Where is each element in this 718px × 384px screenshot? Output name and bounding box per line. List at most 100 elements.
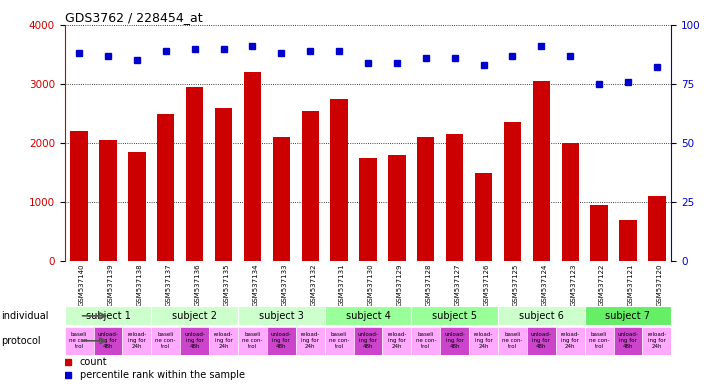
Text: baseli
ne con-
trol: baseli ne con- trol bbox=[416, 333, 436, 349]
Text: GSM537133: GSM537133 bbox=[281, 263, 287, 306]
Text: baseli
ne con-
trol: baseli ne con- trol bbox=[329, 333, 350, 349]
Bar bbox=[498, 327, 527, 355]
Bar bbox=[620, 220, 637, 261]
Bar bbox=[122, 327, 151, 355]
Text: reload-
ing for
24h: reload- ing for 24h bbox=[474, 333, 493, 349]
Text: reload-
ing for
24h: reload- ing for 24h bbox=[214, 333, 233, 349]
Bar bbox=[527, 327, 556, 355]
Text: GSM537127: GSM537127 bbox=[454, 263, 461, 306]
Text: GSM537136: GSM537136 bbox=[195, 263, 200, 306]
Bar bbox=[273, 137, 290, 261]
Text: GSM537124: GSM537124 bbox=[541, 263, 547, 306]
Text: GSM537122: GSM537122 bbox=[599, 263, 605, 306]
Text: unload-
ing for
48h: unload- ing for 48h bbox=[98, 333, 118, 349]
Bar bbox=[643, 327, 671, 355]
Text: GSM537132: GSM537132 bbox=[310, 263, 316, 306]
Text: subject 1: subject 1 bbox=[85, 311, 131, 321]
Text: GSM537125: GSM537125 bbox=[513, 263, 518, 306]
Bar bbox=[267, 327, 296, 355]
Bar bbox=[648, 196, 666, 261]
Bar bbox=[151, 306, 238, 325]
Bar bbox=[417, 137, 434, 261]
Text: subject 4: subject 4 bbox=[345, 311, 391, 321]
Bar bbox=[411, 306, 498, 325]
Text: unload-
ing for
48h: unload- ing for 48h bbox=[271, 333, 292, 349]
Bar bbox=[388, 155, 406, 261]
Text: count: count bbox=[80, 357, 108, 367]
Text: GSM537126: GSM537126 bbox=[483, 263, 490, 306]
Text: reload-
ing for
24h: reload- ing for 24h bbox=[387, 333, 406, 349]
Text: GSM537120: GSM537120 bbox=[657, 263, 663, 306]
Text: subject 6: subject 6 bbox=[519, 311, 564, 321]
Text: GSM537130: GSM537130 bbox=[368, 263, 374, 306]
Text: unload-
ing for
48h: unload- ing for 48h bbox=[531, 333, 551, 349]
Bar bbox=[325, 306, 411, 325]
Bar bbox=[215, 108, 232, 261]
Bar bbox=[590, 205, 607, 261]
Text: reload-
ing for
24h: reload- ing for 24h bbox=[647, 333, 666, 349]
Bar bbox=[440, 327, 469, 355]
Text: subject 7: subject 7 bbox=[605, 311, 651, 321]
Text: GSM537139: GSM537139 bbox=[108, 263, 114, 306]
Bar bbox=[157, 114, 174, 261]
Text: GDS3762 / 228454_at: GDS3762 / 228454_at bbox=[65, 11, 202, 24]
Text: baseli
ne con-
trol: baseli ne con- trol bbox=[156, 333, 176, 349]
Bar bbox=[330, 99, 348, 261]
Text: reload-
ing for
24h: reload- ing for 24h bbox=[301, 333, 320, 349]
Bar bbox=[186, 87, 203, 261]
Text: GSM537135: GSM537135 bbox=[223, 263, 230, 306]
Bar bbox=[296, 327, 325, 355]
Bar bbox=[498, 306, 584, 325]
Bar bbox=[614, 327, 643, 355]
Text: baseli
ne con-
trol: baseli ne con- trol bbox=[69, 333, 89, 349]
Bar bbox=[475, 172, 493, 261]
Bar bbox=[556, 327, 584, 355]
Bar bbox=[65, 306, 151, 325]
Bar bbox=[584, 306, 671, 325]
Text: GSM537137: GSM537137 bbox=[166, 263, 172, 306]
Bar bbox=[561, 143, 579, 261]
Bar bbox=[446, 134, 463, 261]
Text: subject 2: subject 2 bbox=[172, 311, 217, 321]
Text: GSM537129: GSM537129 bbox=[397, 263, 403, 306]
Bar bbox=[65, 327, 93, 355]
Text: GSM537138: GSM537138 bbox=[137, 263, 143, 306]
Text: reload-
ing for
24h: reload- ing for 24h bbox=[561, 333, 580, 349]
Text: baseli
ne con-
trol: baseli ne con- trol bbox=[589, 333, 610, 349]
Bar bbox=[353, 327, 383, 355]
Text: subject 3: subject 3 bbox=[259, 311, 304, 321]
Bar bbox=[99, 140, 116, 261]
Bar bbox=[325, 327, 353, 355]
Bar bbox=[469, 327, 498, 355]
Text: percentile rank within the sample: percentile rank within the sample bbox=[80, 370, 245, 380]
Text: baseli
ne con-
trol: baseli ne con- trol bbox=[242, 333, 263, 349]
Text: GSM537134: GSM537134 bbox=[253, 263, 258, 306]
Text: GSM537140: GSM537140 bbox=[79, 263, 85, 306]
Bar bbox=[238, 327, 267, 355]
Text: unload-
ing for
48h: unload- ing for 48h bbox=[185, 333, 205, 349]
Bar bbox=[129, 152, 146, 261]
Bar bbox=[243, 72, 261, 261]
Bar bbox=[93, 327, 122, 355]
Bar bbox=[533, 81, 550, 261]
Bar bbox=[180, 327, 209, 355]
Text: protocol: protocol bbox=[1, 336, 41, 346]
Bar bbox=[504, 122, 521, 261]
Text: subject 5: subject 5 bbox=[432, 311, 477, 321]
Text: unload-
ing for
48h: unload- ing for 48h bbox=[617, 333, 638, 349]
Text: GSM537123: GSM537123 bbox=[570, 263, 577, 306]
Text: GSM537131: GSM537131 bbox=[339, 263, 345, 306]
Text: GSM537128: GSM537128 bbox=[426, 263, 432, 306]
Bar bbox=[151, 327, 180, 355]
Bar bbox=[359, 158, 377, 261]
Bar bbox=[238, 306, 325, 325]
Bar bbox=[70, 131, 88, 261]
Bar bbox=[302, 111, 319, 261]
Bar bbox=[411, 327, 440, 355]
Text: unload-
ing for
48h: unload- ing for 48h bbox=[358, 333, 378, 349]
Text: baseli
ne con-
trol: baseli ne con- trol bbox=[502, 333, 523, 349]
Text: unload-
ing for
48h: unload- ing for 48h bbox=[444, 333, 465, 349]
Bar bbox=[584, 327, 614, 355]
Text: GSM537121: GSM537121 bbox=[628, 263, 634, 306]
Bar bbox=[383, 327, 411, 355]
